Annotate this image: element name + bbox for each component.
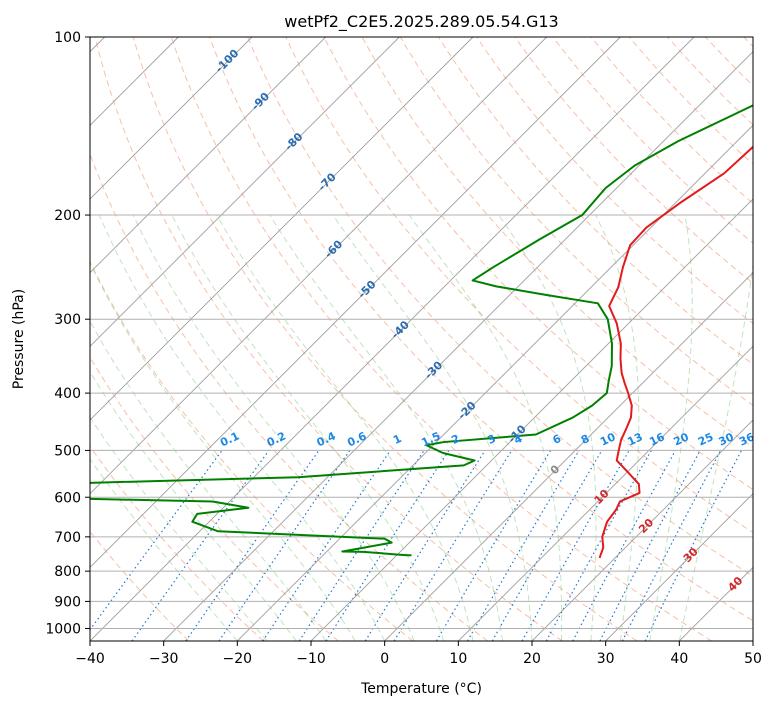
dry-adiabat-line <box>514 37 753 284</box>
mixing-ratio-line <box>466 450 580 641</box>
mixing-ratio-line <box>364 450 486 641</box>
moist-adiabat-line <box>98 214 386 641</box>
x-axis-title: Temperature (°C) <box>360 681 482 697</box>
moist-adiabat-line <box>332 214 533 641</box>
isotherm-line <box>531 419 753 641</box>
moist-adiabat-line <box>90 261 356 641</box>
isotherm-line <box>605 493 753 641</box>
moist-adiabat-line <box>498 214 597 641</box>
x-tick-label: 10 <box>449 651 467 667</box>
background-grid <box>90 37 753 641</box>
x-tick-label: 0 <box>380 651 389 667</box>
mixing-ratio-line <box>262 450 391 641</box>
profile-lines <box>90 104 753 559</box>
y-tick-label: 100 <box>54 30 81 46</box>
x-tick-label: 50 <box>744 651 762 667</box>
mixing-ratio-label: 10 <box>598 430 618 448</box>
mixing-ratio-line <box>572 450 677 641</box>
isotherm-line <box>163 51 753 641</box>
moist-adiabat-line <box>171 214 445 641</box>
dry-adiabat-line <box>90 445 264 641</box>
moist-adiabat-line <box>595 214 640 641</box>
isotherm-line <box>458 345 753 641</box>
moist-adiabat-line <box>269 214 504 641</box>
x-tick-label: −40 <box>75 651 105 667</box>
isotherm-line <box>90 37 326 274</box>
moist-adiabat-line <box>216 214 474 641</box>
mixing-ratio-label: 25 <box>696 430 715 448</box>
moist-adiabat-line <box>408 214 563 641</box>
dry-adiabat-line <box>247 37 753 577</box>
x-tick-label: −20 <box>223 651 253 667</box>
isotherm-line <box>90 37 547 495</box>
isotherm-line <box>90 37 621 568</box>
dry-adiabat-line <box>209 37 753 622</box>
moist-adiabat-line <box>90 458 238 641</box>
moist-adiabat-line <box>678 260 753 641</box>
mixing-ratio-label: 13 <box>625 430 644 448</box>
x-tick-label: 30 <box>597 651 615 667</box>
isotherm-line <box>310 198 753 641</box>
y-tick-label: 700 <box>54 530 81 546</box>
x-tick-label: 20 <box>523 651 541 667</box>
isotherm-line <box>90 37 474 421</box>
y-tick-label: 900 <box>54 594 81 610</box>
dry-adiabat-line <box>132 37 638 641</box>
dry-adiabat-line <box>323 37 753 491</box>
y-tick-label: 800 <box>54 564 81 580</box>
moist-adiabat-line <box>649 214 693 641</box>
isotherm-line <box>90 37 253 200</box>
plot-frame <box>89 36 754 642</box>
isotherm-line <box>90 37 695 641</box>
moist-adiabat-line <box>90 416 268 641</box>
moist-adiabat-line <box>90 320 327 641</box>
mixing-ratio-line <box>218 450 351 641</box>
isotherm-line <box>90 37 400 347</box>
moist-adiabat-line <box>132 214 415 641</box>
isotherm-line <box>752 640 753 641</box>
isotherm-line <box>384 272 753 641</box>
dry-adiabat-line <box>94 37 563 641</box>
mixing-ratio-line <box>545 450 652 641</box>
y-tick-label: 400 <box>54 386 81 402</box>
dry-adiabat-line <box>170 37 712 641</box>
moist-adiabat-line <box>90 370 297 641</box>
mixing-ratio-line <box>325 450 450 641</box>
x-tick-label: −30 <box>149 651 179 667</box>
y-tick-label: 1000 <box>45 621 81 637</box>
plot-background <box>90 37 753 641</box>
y-axis-title: Pressure (hPa) <box>11 289 27 389</box>
y-tick-label: 300 <box>54 312 81 328</box>
mixing-ratio-label: 20 <box>672 430 692 448</box>
mixing-ratio-line <box>298 450 425 641</box>
mixing-ratio-line <box>185 450 320 641</box>
x-tick-label: 40 <box>670 651 688 667</box>
dry-adiabat-line <box>285 37 753 534</box>
axes: −40 −30 −20 −10 0 10 20 30 40 50 100 200 300 400 500 60… <box>45 30 762 667</box>
y-tick-label: 200 <box>54 208 81 224</box>
mixing-ratio-line <box>435 450 552 641</box>
temperature-line <box>598 145 753 559</box>
y-tick-label: 500 <box>54 443 81 459</box>
isotherm-line <box>237 124 753 641</box>
chart-title: wetPf2_C2E5.2025.289.05.54.G13 <box>284 12 558 32</box>
mixing-ratio-label: 30 <box>716 430 736 448</box>
dewpoint-line <box>90 104 753 557</box>
dry-adiabat-line <box>476 37 753 325</box>
y-tick-label: 600 <box>54 490 81 506</box>
mixing-ratio-label: 36 <box>737 430 757 448</box>
x-tick-label: −10 <box>296 651 326 667</box>
dry-adiabat-line <box>90 260 414 641</box>
mixing-ratio-label: 16 <box>647 430 667 448</box>
